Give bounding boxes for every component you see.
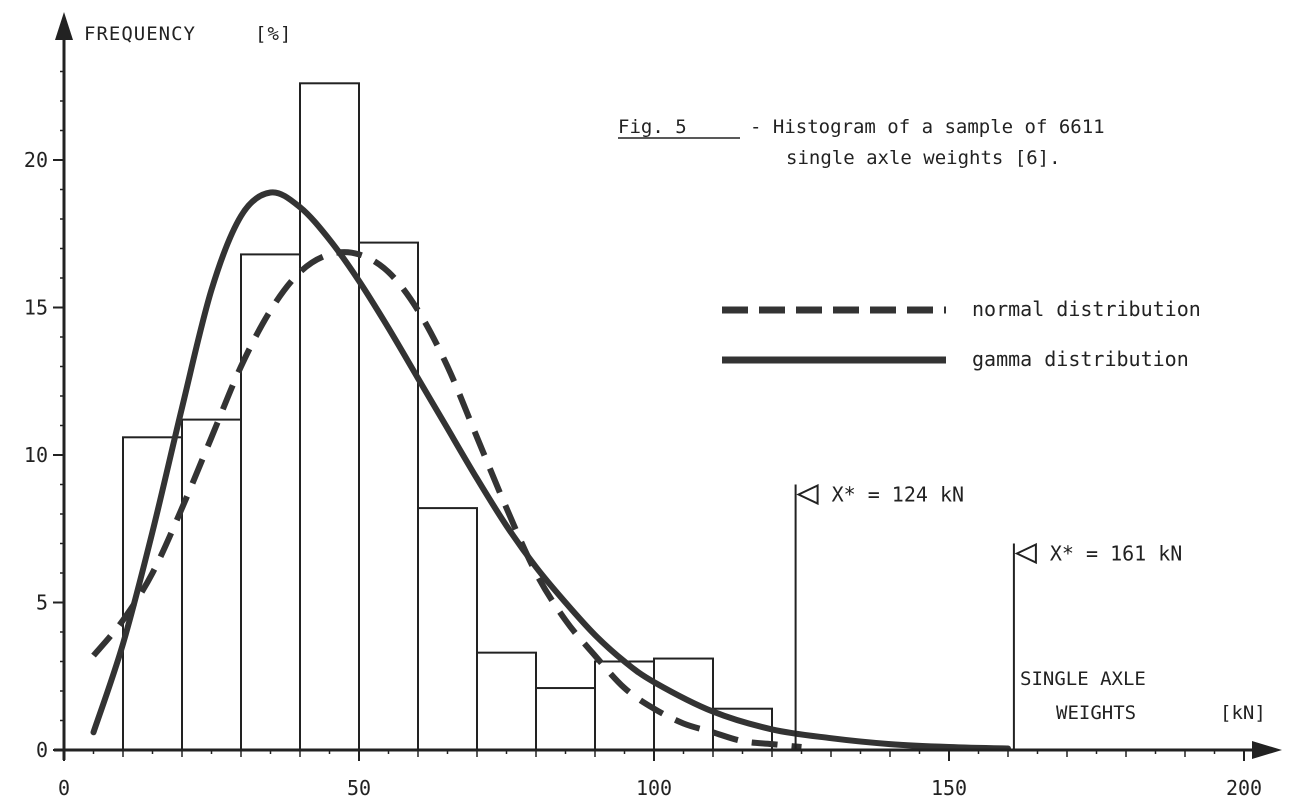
y-tick-label: 10 <box>24 443 48 467</box>
normal-distribution-line <box>91 249 802 750</box>
histogram-bar-6 <box>417 507 478 751</box>
y-axis-title: FREQUENCY [%] <box>84 23 292 45</box>
legend-label-normal: normal distribution <box>972 297 1201 321</box>
x-axis-label-line-1: SINGLE AXLE <box>1020 668 1146 690</box>
x-axis-title: SINGLE AXLE WEIGHTS [kN] <box>1020 668 1266 724</box>
legend-label-gamma: gamma distribution <box>972 347 1189 371</box>
caption-line-1: - Histogram of a sample of 6611 <box>750 116 1105 138</box>
figure-caption: Fig. 5 - Histogram of a sample of 6611 s… <box>618 116 1105 169</box>
histogram-bar-3 <box>240 253 301 751</box>
x-axis-unit: [kN] <box>1220 702 1266 724</box>
axes <box>54 12 1282 760</box>
histogram-bar-4 <box>299 82 360 752</box>
histogram-bar-10 <box>653 657 714 751</box>
histogram-bar-1 <box>122 436 183 751</box>
x-tick-label: 200 <box>1226 776 1262 800</box>
histogram-bars <box>122 82 773 752</box>
histogram-bar-2 <box>181 418 242 751</box>
axis-ticks: 0 50 100 150 200 0 5 10 15 20 <box>24 70 1262 800</box>
legend: normal distribution gamma distribution <box>722 297 1201 371</box>
y-tick-label: 0 <box>36 738 48 762</box>
y-axis-arrowhead <box>55 12 73 40</box>
y-axis-unit: [%] <box>255 23 292 45</box>
threshold-flag-icon-1 <box>796 483 819 506</box>
distribution-curves <box>90 189 1011 752</box>
threshold-label-1: X* = 124 kN <box>832 483 964 507</box>
x-tick-label: 50 <box>347 776 371 800</box>
threshold-markers: X* = 124 kN X* = 161 kN <box>794 483 1182 750</box>
caption-reference: Fig. 5 <box>618 116 687 138</box>
x-axis-label-line-2: WEIGHTS <box>1056 702 1136 724</box>
histogram-bar-8 <box>535 687 596 751</box>
threshold-label-2: X* = 161 kN <box>1050 542 1182 566</box>
gamma-distribution-line <box>90 189 1011 752</box>
y-axis-label: FREQUENCY <box>84 23 196 45</box>
y-tick-label: 15 <box>24 296 48 320</box>
histogram-bar-7 <box>476 651 537 752</box>
caption-line-2: single axle weights [6]. <box>786 147 1061 169</box>
x-axis-arrowhead <box>1252 741 1282 759</box>
x-tick-label: 100 <box>636 776 672 800</box>
x-tick-label: 0 <box>58 776 70 800</box>
y-tick-label: 20 <box>24 148 48 172</box>
threshold-flag-icon-2 <box>1014 542 1037 565</box>
histogram-bar-5 <box>358 241 419 751</box>
y-tick-label: 5 <box>36 591 48 615</box>
x-tick-label: 150 <box>931 776 967 800</box>
